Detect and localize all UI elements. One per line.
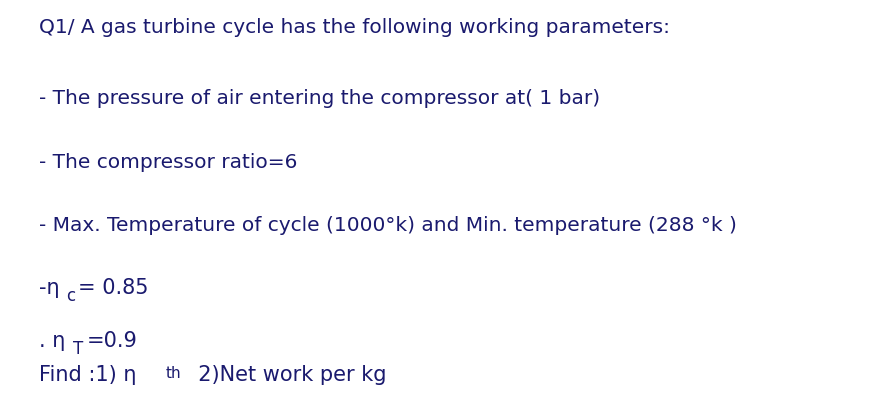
Text: - Max. Temperature of cycle (1000°k) and Min. temperature (288 °k ): - Max. Temperature of cycle (1000°k) and… — [39, 216, 738, 235]
Text: = 0.85: = 0.85 — [78, 278, 148, 298]
Text: c: c — [66, 287, 75, 304]
Text: 2)Net work per kg: 2)Net work per kg — [185, 365, 387, 385]
Text: - The pressure of air entering the compressor at( 1 bar): - The pressure of air entering the compr… — [39, 89, 601, 108]
Text: -η: -η — [39, 278, 61, 298]
Text: Find :1) η: Find :1) η — [39, 365, 137, 385]
Text: Q1/ A gas turbine cycle has the following working parameters:: Q1/ A gas turbine cycle has the followin… — [39, 18, 670, 37]
Text: . η: . η — [39, 331, 66, 351]
Text: T: T — [74, 340, 83, 358]
Text: - The compressor ratio=6: - The compressor ratio=6 — [39, 153, 298, 172]
Text: =0.9: =0.9 — [87, 331, 138, 351]
Text: th: th — [165, 366, 181, 381]
